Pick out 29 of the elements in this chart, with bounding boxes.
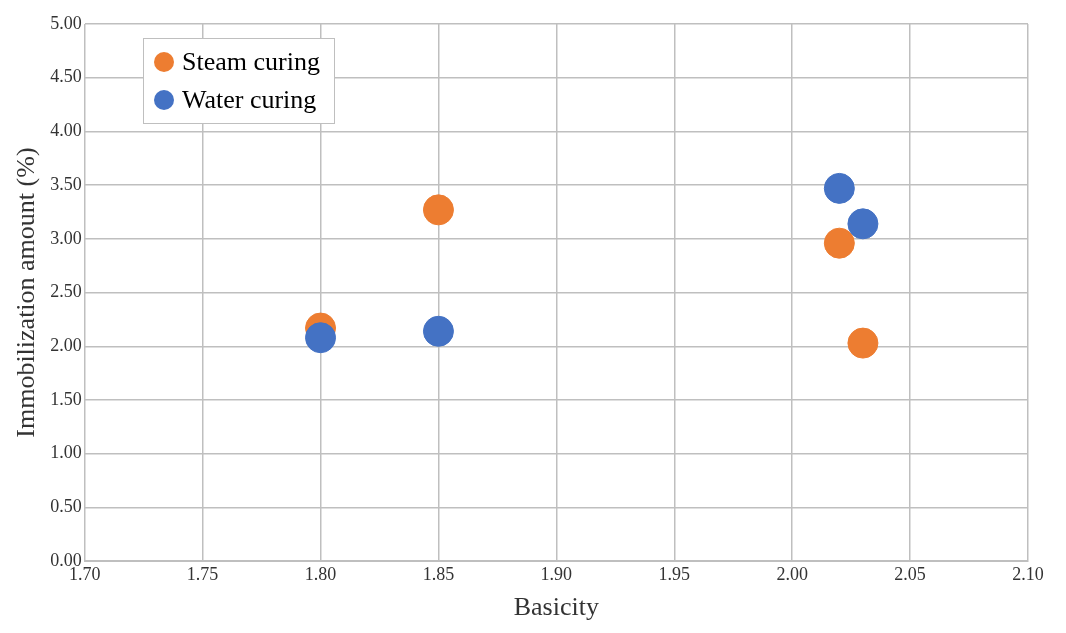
y-tick-label: 2.00 [50,335,82,356]
point [422,194,454,226]
y-tick-label: 5.00 [50,12,82,33]
x-tick-label: 1.95 [658,563,691,584]
point [823,172,855,204]
x-axis-title: Basicity [513,592,599,622]
legend-label: Water curing [182,84,317,116]
y-tick-label: 3.50 [50,173,82,194]
x-tick-label: 2.10 [1012,563,1044,584]
y-tick-label: 1.00 [50,442,82,463]
point [823,227,855,259]
x-tick-label: 1.75 [186,563,219,584]
y-tick-label: 4.00 [50,120,82,141]
point [847,327,879,359]
point [847,208,879,240]
y-tick-label: 0.50 [50,496,82,517]
y-tick-label: 3.00 [50,227,82,248]
y-tick-label: 4.50 [50,66,82,87]
x-tick-label: 1.80 [304,563,337,584]
y-tick-label: 1.50 [50,388,82,409]
y-axis-title: Immobilization amount (%) [11,147,41,438]
x-tick-label: 2.05 [894,563,926,584]
point [305,322,337,354]
x-tick-label: 2.00 [776,563,808,584]
x-tick-label: 1.85 [422,563,455,584]
point [422,315,454,347]
y-tick-label: 2.50 [50,281,82,302]
legend-label: Steam curing [182,46,320,78]
x-tick-label: 1.90 [540,563,573,584]
